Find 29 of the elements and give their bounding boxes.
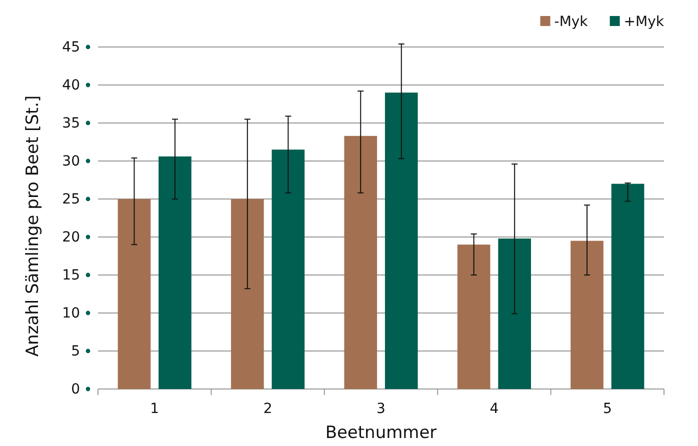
y-tick-label: 30 [62,153,80,170]
x-tick-label: 5 [602,400,612,417]
legend-label: +Myk [624,14,665,30]
bar [570,240,604,389]
bar [158,156,192,389]
y-tick-label: 45 [62,39,80,56]
bar [457,244,490,389]
y-tick-label: 5 [71,343,80,360]
bar [611,184,644,389]
x-tick-label: 2 [263,400,272,417]
y-axis-title: Anzahl Sämlinge pro Beet [St.] [23,95,43,357]
bar [272,150,305,389]
x-tick-label: 3 [376,400,386,417]
bar [498,238,531,389]
y-tick-label: 25 [62,191,80,208]
y-tick-label: 40 [62,77,80,94]
x-tick-label: 1 [150,400,160,417]
x-tick-label: 4 [490,400,499,417]
y-tick-label: 35 [62,115,80,132]
y-tick-label: 15 [62,267,80,284]
bar [384,92,418,389]
y-tick-label: 0 [71,381,80,398]
legend-label: -Myk [554,14,589,30]
y-tick-label: 10 [62,305,80,322]
bar [344,136,378,389]
x-axis-title: Beetnummer [325,423,437,443]
bar [231,199,264,389]
bar [118,199,151,389]
y-tick-label: 20 [62,229,80,246]
